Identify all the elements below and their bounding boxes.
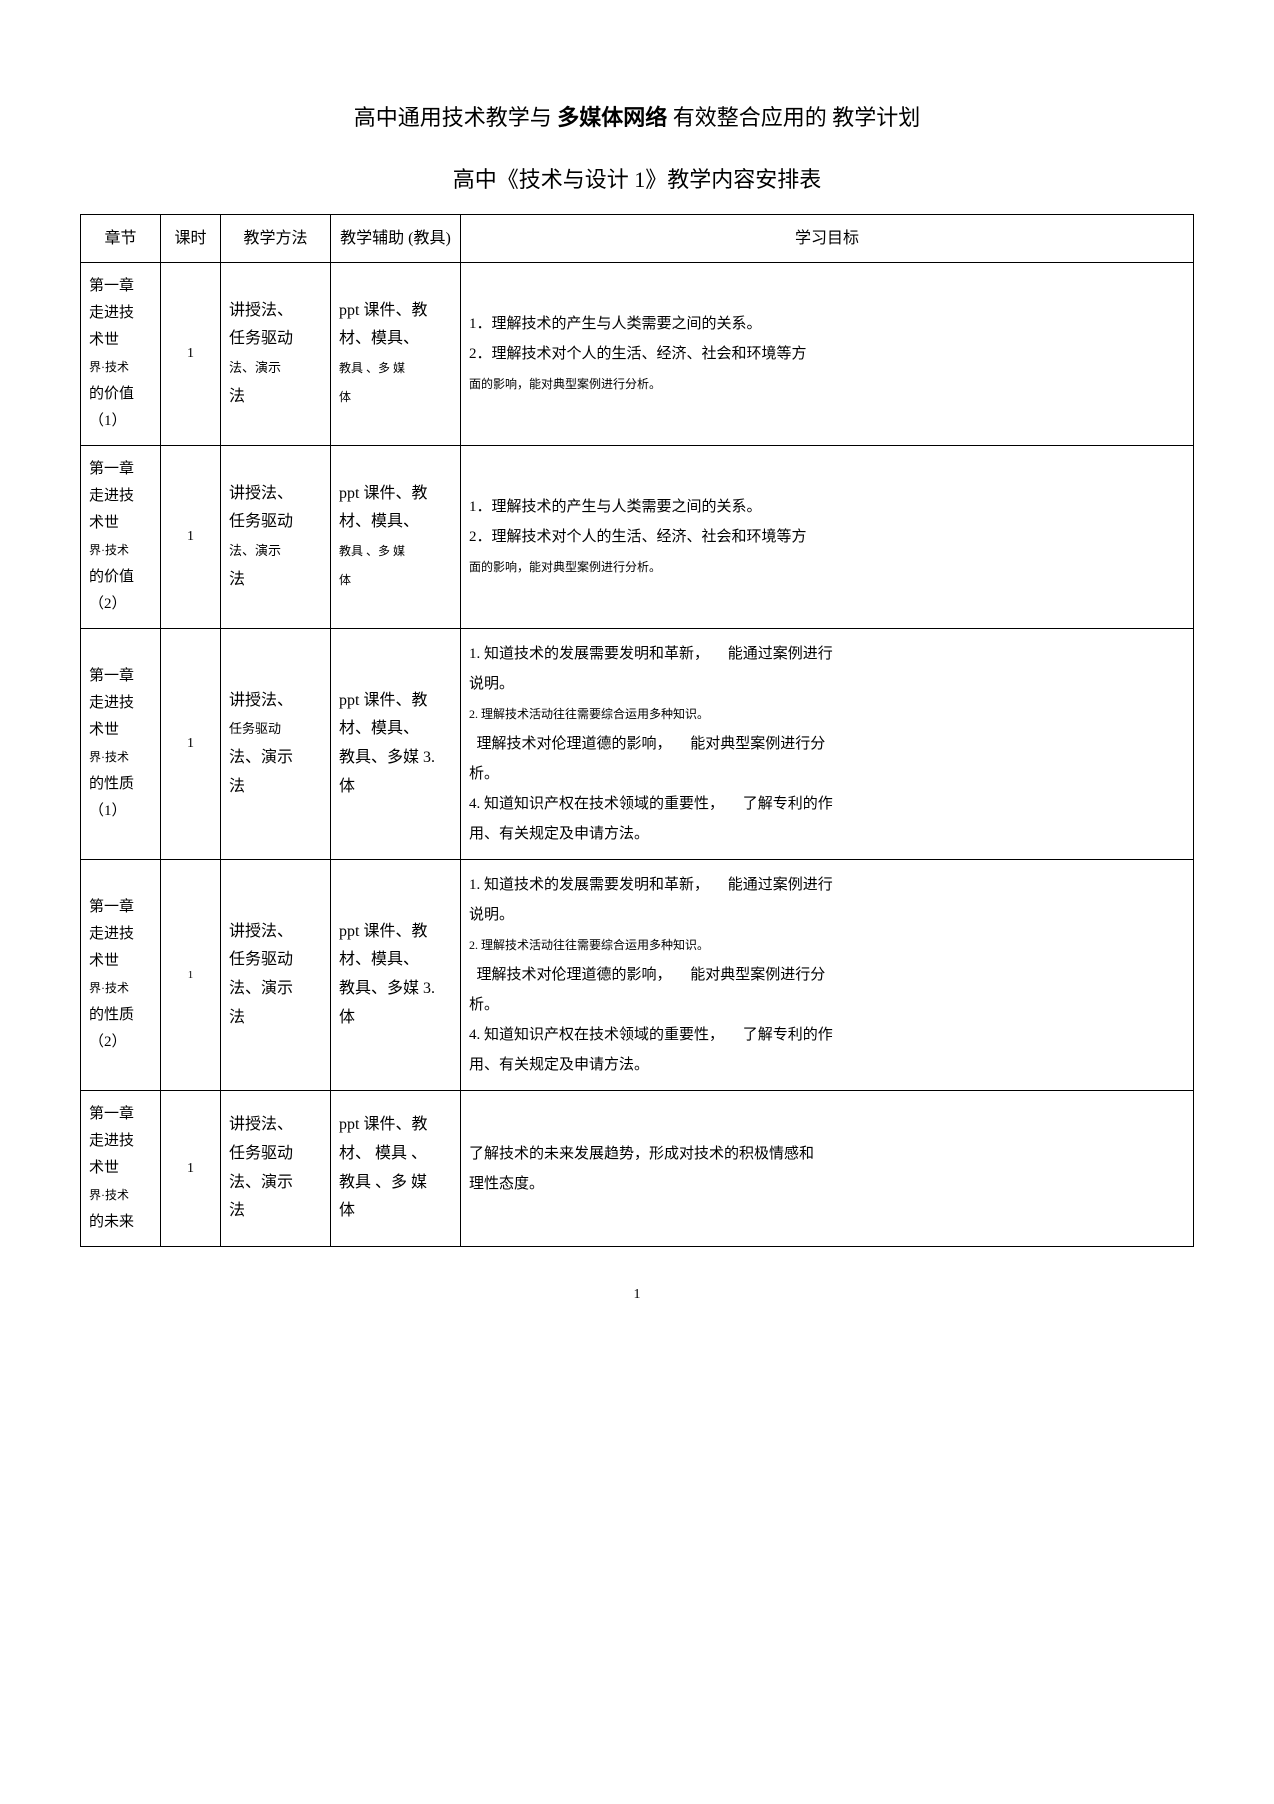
table-row: 第一章 走进技 术世 界·技术 的性质 （1） 1 讲授法、 任务驱动 法、演示…	[81, 629, 1194, 860]
cell-goal: 1. 知道技术的发展需要发明和革新， 能通过案例进行 说明。 2. 理解技术活动…	[461, 629, 1194, 860]
header-method: 教学方法	[221, 215, 331, 263]
title-prefix: 高中通用技术教学与	[354, 105, 552, 130]
table-row: 第一章 走进技 术世 界·技术 的未来 1 讲授法、 任务驱动 法、演示 法 p…	[81, 1091, 1194, 1247]
cell-hours: 1	[161, 446, 221, 629]
cell-chapter: 第一章 走进技 术世 界·技术 的未来	[81, 1091, 161, 1247]
page-number: 1	[80, 1287, 1194, 1303]
cell-method: 讲授法、 任务驱动 法、演示 法	[221, 629, 331, 860]
cell-aid: ppt 课件、教 材、模具、 教具、多媒 3. 体	[331, 629, 461, 860]
cell-goal: 1. 知道技术的发展需要发明和革新， 能通过案例进行 说明。 2. 理解技术活动…	[461, 860, 1194, 1091]
cell-aid: ppt 课件、教 材、模具、 教具 、多 媒 体	[331, 263, 461, 446]
cell-aid: ppt 课件、教 材、模具、 教具 、多 媒 体	[331, 446, 461, 629]
table-row: 第一章 走进技 术世 界·技术 的性质 （2） 1 讲授法、 任务驱动 法、演示…	[81, 860, 1194, 1091]
cell-chapter: 第一章 走进技 术世 界·技术 的价值 （2）	[81, 446, 161, 629]
cell-hours: 1	[161, 629, 221, 860]
table-row: 第一章 走进技 术世 界·技术 的价值 （1） 1 讲授法、 任务驱动 法、演示…	[81, 263, 1194, 446]
title-mid: 有效整合应用的	[673, 105, 827, 130]
cell-chapter: 第一章 走进技 术世 界·技术 的性质 （1）	[81, 629, 161, 860]
title-suffix: 教学计划	[832, 105, 920, 130]
cell-goal: 了解技术的未来发展趋势，形成对技术的积极情感和 理性态度。	[461, 1091, 1194, 1247]
cell-method: 讲授法、 任务驱动 法、演示 法	[221, 860, 331, 1091]
main-title: 高中通用技术教学与 多媒体网络 有效整合应用的 教学计划	[80, 100, 1194, 132]
cell-goal: 1．理解技术的产生与人类需要之间的关系。 2．理解技术对个人的生活、经济、社会和…	[461, 446, 1194, 629]
header-goal: 学习目标	[461, 215, 1194, 263]
cell-chapter: 第一章 走进技 术世 界·技术 的性质 （2）	[81, 860, 161, 1091]
sub-title: 高中《技术与设计 1》教学内容安排表	[80, 162, 1194, 194]
cell-hours: 1	[161, 860, 221, 1091]
title-bold: 多媒体网络	[557, 105, 667, 130]
header-chapter: 章节	[81, 215, 161, 263]
header-hours: 课时	[161, 215, 221, 263]
table-header-row: 章节 课时 教学方法 教学辅助 (教具) 学习目标	[81, 215, 1194, 263]
header-aid: 教学辅助 (教具)	[331, 215, 461, 263]
cell-method: 讲授法、 任务驱动 法、演示 法	[221, 263, 331, 446]
table-row: 第一章 走进技 术世 界·技术 的价值 （2） 1 讲授法、 任务驱动 法、演示…	[81, 446, 1194, 629]
cell-hours: 1	[161, 263, 221, 446]
cell-chapter: 第一章 走进技 术世 界·技术 的价值 （1）	[81, 263, 161, 446]
cell-aid: ppt 课件、教 材、模具、 教具、多媒 3. 体	[331, 860, 461, 1091]
cell-method: 讲授法、 任务驱动 法、演示 法	[221, 1091, 331, 1247]
cell-goal: 1．理解技术的产生与人类需要之间的关系。 2．理解技术对个人的生活、经济、社会和…	[461, 263, 1194, 446]
schedule-table: 章节 课时 教学方法 教学辅助 (教具) 学习目标 第一章 走进技 术世 界·技…	[80, 214, 1194, 1247]
cell-method: 讲授法、 任务驱动 法、演示 法	[221, 446, 331, 629]
cell-hours: 1	[161, 1091, 221, 1247]
cell-aid: ppt 课件、教 材、 模具 、 教具 、多 媒 体	[331, 1091, 461, 1247]
